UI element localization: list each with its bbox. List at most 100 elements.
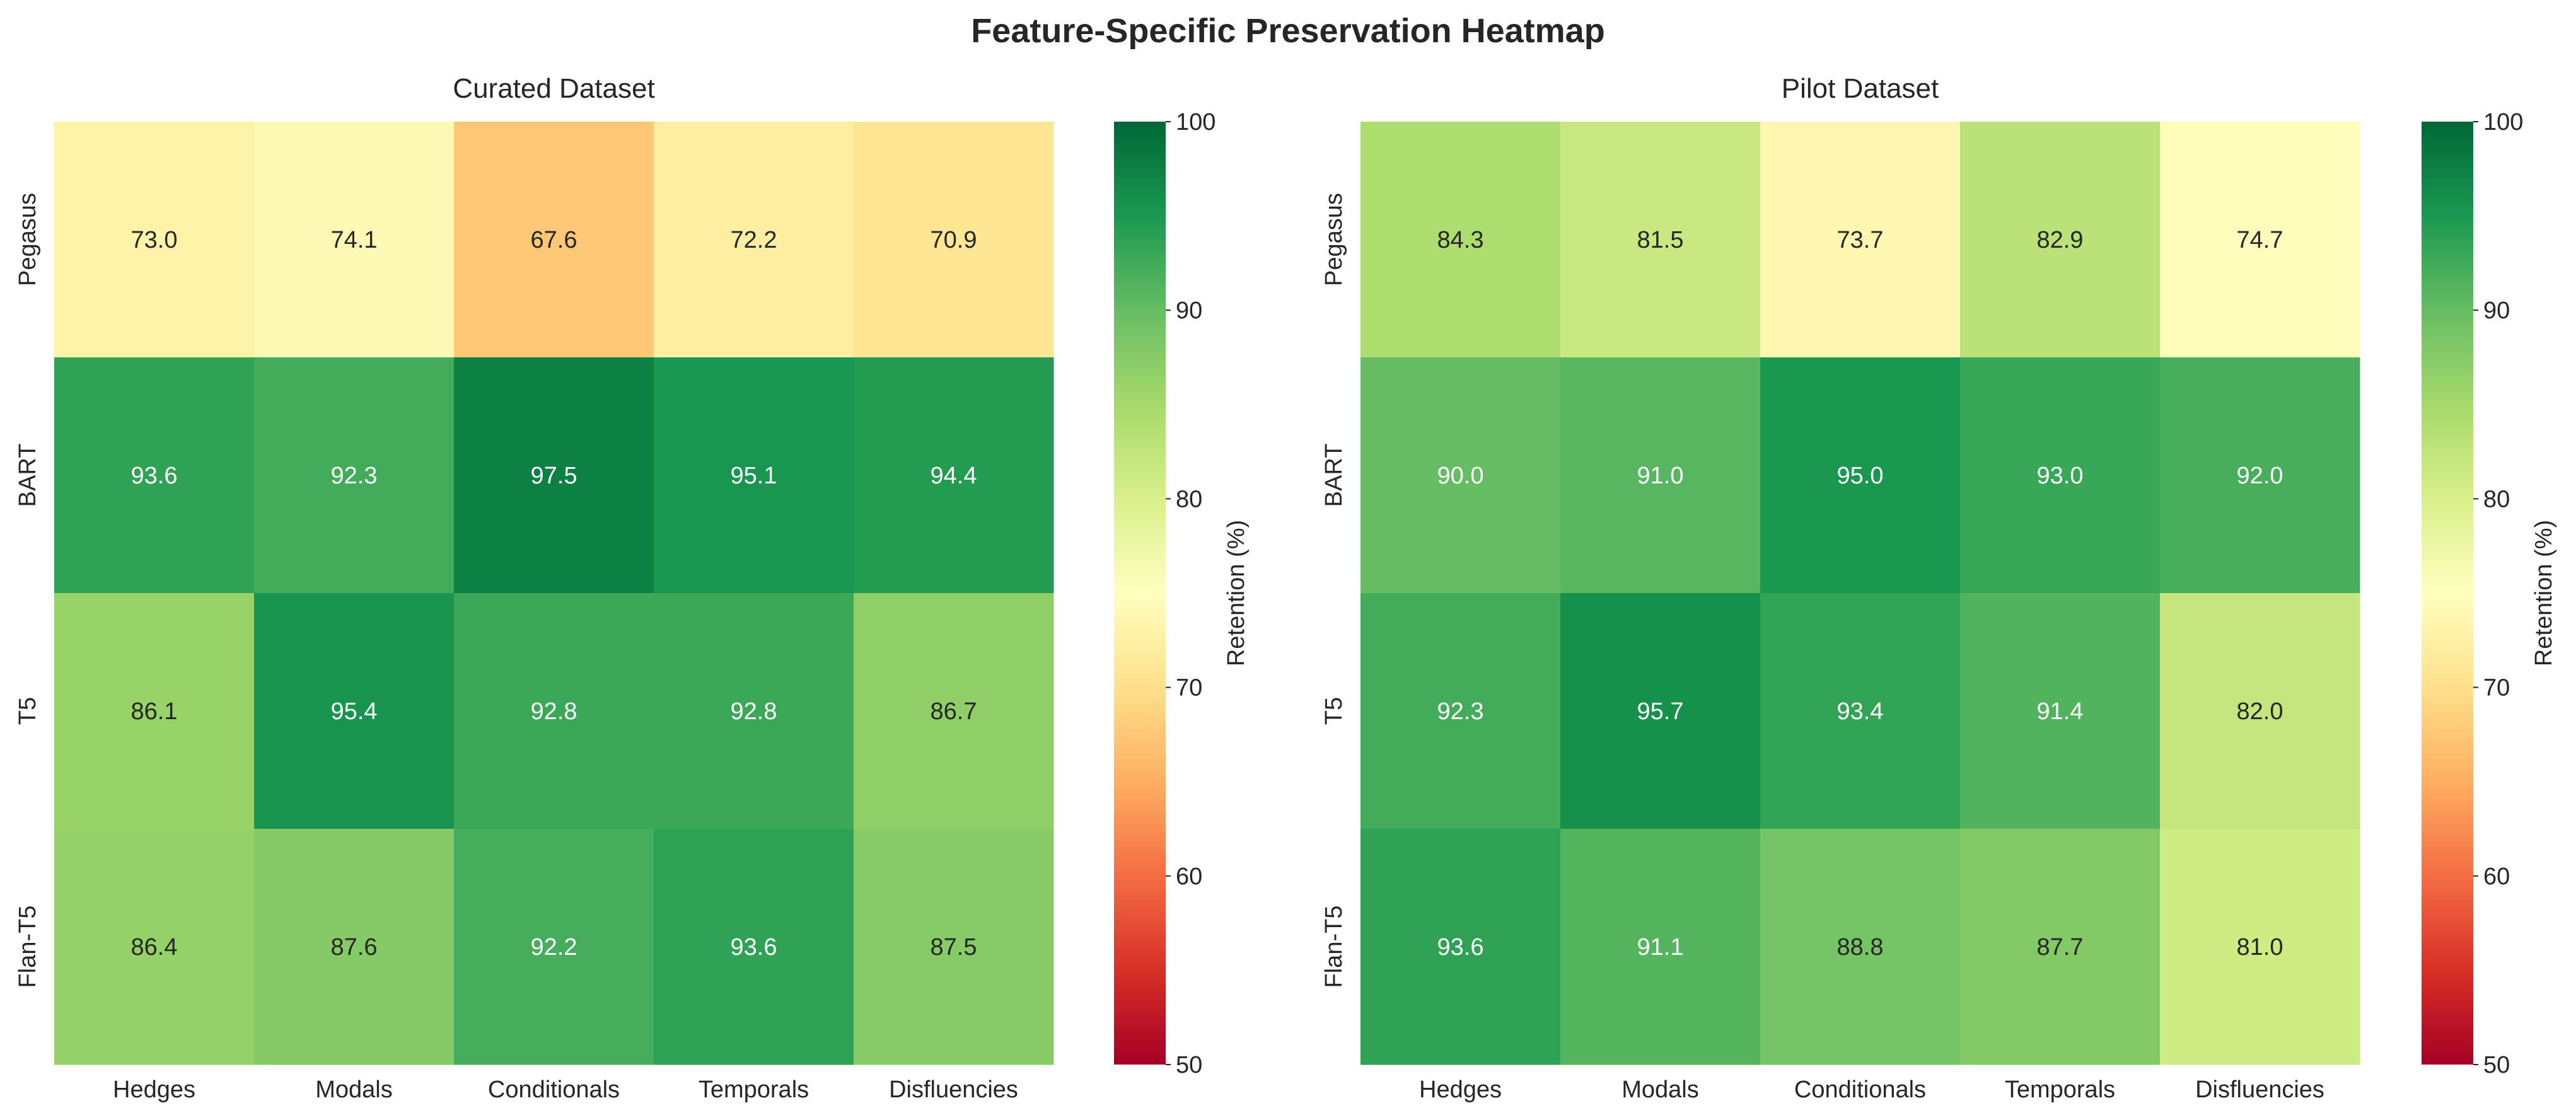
colorbar-tick-label: 100 — [1176, 109, 1215, 136]
heatmap-cell — [1760, 122, 1961, 358]
colorbar-tick-label: 60 — [2483, 863, 2510, 890]
column-tick-label: Disfluencies — [889, 1077, 1018, 1103]
row-tick-label: T5 — [15, 697, 41, 725]
heatmap-cell — [1960, 357, 2161, 594]
colorbar-tick-label: 90 — [1176, 297, 1202, 324]
heatmap-cell — [2160, 122, 2360, 358]
heatmap-cell — [454, 357, 654, 594]
figure-title: Feature-Specific Preservation Heatmap — [971, 12, 1605, 50]
cell-value-label: 93.4 — [1837, 698, 1884, 725]
cell-value-label: 82.0 — [2237, 698, 2283, 725]
cell-value-label: 86.7 — [931, 698, 977, 725]
colorbar — [1114, 122, 1166, 1065]
cell-value-label: 93.6 — [1437, 934, 1484, 961]
heatmap-cell — [1560, 593, 1761, 829]
colorbar-tick-label: 50 — [1176, 1052, 1202, 1078]
cell-value-label: 95.7 — [1637, 698, 1684, 725]
cell-value-label: 86.1 — [131, 698, 178, 725]
heatmap-cell — [854, 829, 1054, 1065]
heatmap-cell — [1760, 829, 1961, 1065]
row-tick-label: Flan-T5 — [1321, 906, 1347, 988]
cell-value-label: 92.8 — [531, 698, 577, 725]
colorbar-tick-label: 100 — [2483, 109, 2523, 136]
cell-value-label: 81.5 — [1637, 227, 1684, 253]
cell-value-label: 95.4 — [331, 698, 378, 725]
heatmap-panel-2: Pilot Dataset 84.3 81.5 73.7 82.9 74.7 90.0 91.… — [1321, 73, 2557, 1103]
heatmap-cell — [1560, 829, 1761, 1065]
cell-value-label: 91.0 — [1637, 463, 1684, 489]
column-tick-label: Modals — [315, 1077, 393, 1103]
panel-title: Pilot Dataset — [1782, 73, 1939, 104]
cell-value-label: 91.4 — [2037, 698, 2084, 725]
cell-value-label: 92.3 — [1437, 698, 1484, 725]
heatmap-cell — [254, 593, 455, 829]
colorbar — [2422, 122, 2473, 1065]
heatmap-cell — [54, 122, 255, 358]
cell-value-label: 93.6 — [131, 463, 178, 489]
heatmap-cell — [654, 593, 854, 829]
cell-value-label: 97.5 — [531, 463, 577, 489]
cell-value-label: 93.0 — [2037, 463, 2084, 489]
heatmap-cell — [1560, 122, 1761, 358]
heatmap-cell — [54, 593, 255, 829]
cell-value-label: 81.0 — [2237, 934, 2283, 961]
colorbar-tick-label: 50 — [2483, 1052, 2510, 1078]
row-tick-label: Pegasus — [15, 193, 41, 286]
cell-value-label: 86.4 — [131, 934, 178, 961]
cell-value-label: 93.6 — [731, 934, 777, 961]
colorbar-tick-label: 60 — [1176, 863, 1202, 890]
heatmap-panel-1: Curated Dataset 73.0 74.1 67.6 72.2 70.9 93.6 9… — [15, 73, 1250, 1103]
cell-value-label: 82.9 — [2037, 227, 2084, 253]
cell-value-label: 73.7 — [1837, 227, 1884, 253]
heatmap-cell — [654, 122, 854, 358]
row-tick-label: Pegasus — [1321, 193, 1347, 286]
column-tick-label: Temporals — [699, 1077, 809, 1103]
heatmap-cell — [1560, 357, 1761, 594]
heatmap-cell — [2160, 829, 2360, 1065]
colorbar-tick-label: 70 — [1176, 675, 1202, 701]
heatmap-cell — [454, 829, 654, 1065]
heatmap-cell — [654, 829, 854, 1065]
heatmap-cell — [254, 122, 455, 358]
column-tick-label: Modals — [1622, 1077, 1699, 1103]
heatmap-cell — [1361, 357, 1561, 594]
heatmap-cell — [454, 122, 654, 358]
heatmap-cell — [54, 357, 255, 594]
panel-title: Curated Dataset — [453, 73, 654, 104]
cell-value-label: 92.2 — [531, 934, 577, 961]
heatmap-cell — [854, 357, 1054, 594]
cell-value-label: 87.5 — [931, 934, 977, 961]
cell-value-label: 67.6 — [531, 227, 577, 253]
cell-value-label: 73.0 — [131, 227, 178, 253]
colorbar-tick-label: 90 — [2483, 297, 2510, 324]
column-tick-label: Conditionals — [1794, 1077, 1926, 1103]
cell-value-label: 94.4 — [931, 463, 977, 489]
heatmap-cell — [854, 593, 1054, 829]
heatmap-cell — [1361, 593, 1561, 829]
colorbar-label: Retention (%) — [1223, 520, 1250, 666]
row-tick-label: Flan-T5 — [15, 906, 41, 988]
cell-value-label: 95.0 — [1837, 463, 1884, 489]
heatmap-cell — [2160, 593, 2360, 829]
cell-value-label: 91.1 — [1637, 934, 1684, 961]
cell-value-label: 70.9 — [931, 227, 977, 253]
heatmap-cell — [1960, 829, 2161, 1065]
row-tick-label: T5 — [1321, 697, 1347, 725]
cell-value-label: 88.8 — [1837, 934, 1884, 961]
cell-value-label: 74.1 — [331, 227, 378, 253]
heatmap-cell — [54, 829, 255, 1065]
colorbar-label: Retention (%) — [2531, 520, 2557, 666]
heatmap-cell — [254, 357, 455, 594]
heatmap-cell — [654, 357, 854, 594]
row-tick-label: BART — [15, 444, 41, 507]
cell-value-label: 92.0 — [2237, 463, 2283, 489]
heatmap-cell — [1960, 122, 2161, 358]
heatmap-cell — [454, 593, 654, 829]
heatmap-cell — [1361, 829, 1561, 1065]
column-tick-label: Hedges — [113, 1077, 195, 1103]
colorbar-tick-label: 70 — [2483, 675, 2510, 701]
cell-value-label: 92.8 — [731, 698, 777, 725]
heatmap-cell — [1960, 593, 2161, 829]
heatmap-cell — [1361, 122, 1561, 358]
